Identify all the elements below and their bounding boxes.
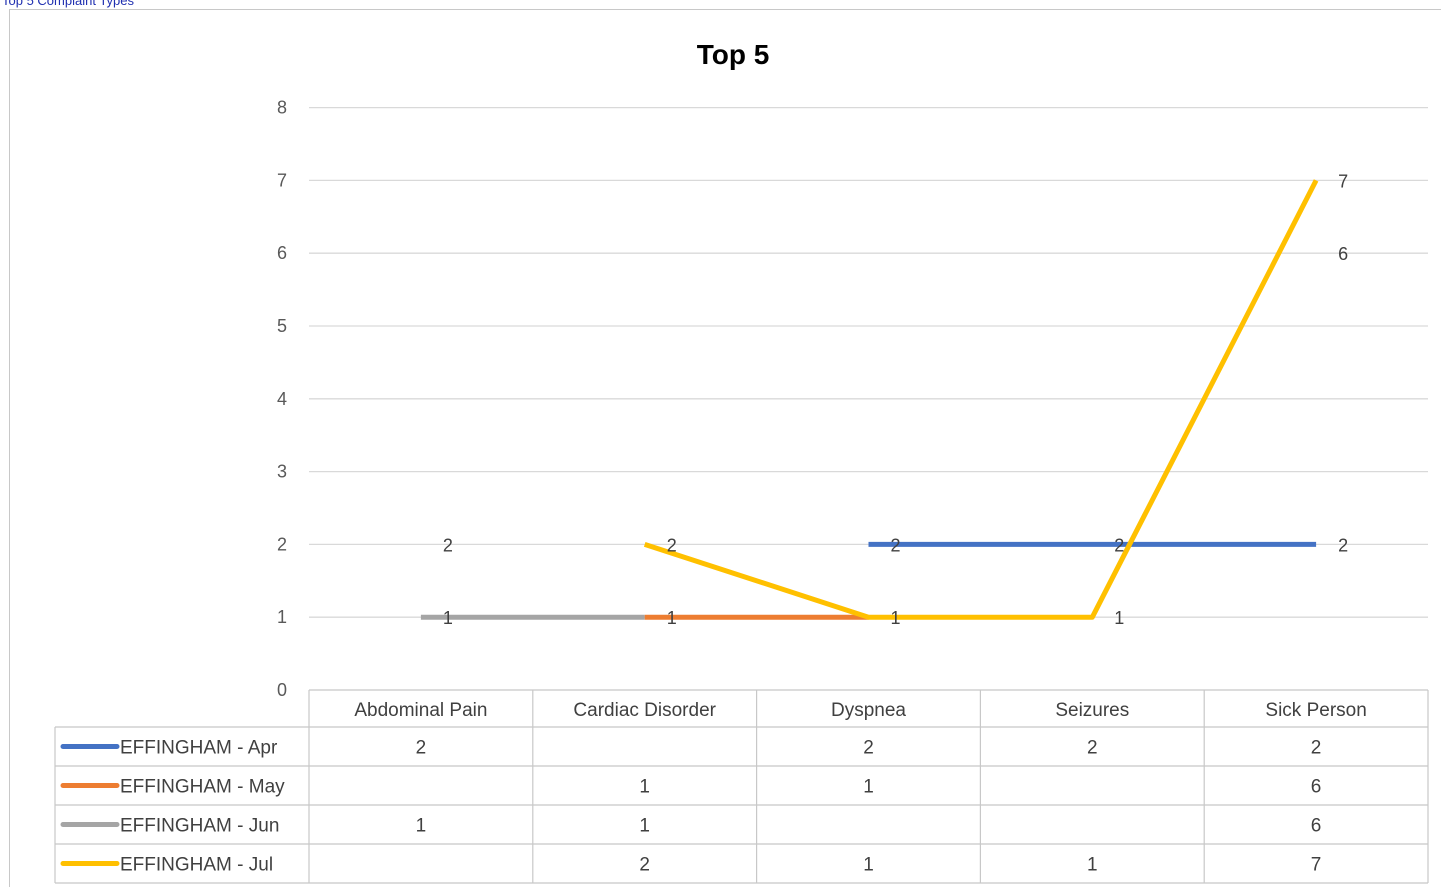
table-cell-value: 2 [639, 855, 650, 876]
x-tick-label: Sick Person [1265, 700, 1366, 721]
table-cell-value: 6 [1311, 816, 1322, 837]
data-label: 1 [443, 608, 453, 628]
y-tick-label: 7 [277, 170, 287, 190]
data-label: 1 [667, 608, 677, 628]
series-line-effingham-jul [643, 179, 1319, 620]
legend-label: EFFINGHAM - May [120, 777, 285, 798]
table-cell-value: 1 [1087, 855, 1098, 876]
legend-label: EFFINGHAM - Jun [120, 816, 279, 837]
y-tick-label: 8 [277, 98, 287, 118]
y-tick-label: 3 [277, 462, 287, 482]
data-label: 2 [443, 535, 453, 555]
data-label: 7 [1338, 171, 1348, 191]
data-label: 2 [890, 535, 900, 555]
table-cell-value: 1 [639, 816, 650, 837]
page-header: Top 5 Complaint Types [0, 0, 1441, 14]
table-cell-value: 2 [1087, 738, 1098, 759]
data-label: 1 [1114, 608, 1124, 628]
legend-label: EFFINGHAM - Apr [120, 738, 278, 759]
y-tick-label: 4 [277, 389, 287, 409]
table-cell-value: 1 [416, 816, 427, 837]
table-cell-value: 2 [416, 738, 427, 759]
page-header-text: Top 5 Complaint Types [2, 0, 134, 8]
data-label: 2 [1114, 535, 1124, 555]
series-lines [420, 179, 1319, 620]
x-tick-label: Dyspnea [831, 700, 906, 721]
legend-label: EFFINGHAM - Jul [120, 855, 273, 876]
gridlines [309, 106, 1428, 618]
table-cell-value: 6 [1311, 777, 1322, 798]
table-cell-value: 1 [863, 777, 874, 798]
table-cell-value: 1 [863, 855, 874, 876]
data-label: 1 [890, 608, 900, 628]
chart-frame [9, 9, 1441, 887]
table-cell-value: 2 [863, 738, 874, 759]
y-tick-label: 2 [277, 534, 287, 554]
y-tick-label: 0 [277, 680, 287, 700]
data-label: 2 [667, 535, 677, 555]
data-labels: 2 1 1 2 2 1 2 1 2 6 7 [443, 171, 1348, 628]
data-label: 2 [1338, 535, 1348, 555]
y-tick-label: 5 [277, 316, 287, 336]
x-tick-label: Cardiac Disorder [573, 700, 716, 721]
chart-title: Top 5 [697, 39, 770, 70]
x-tick-label: Abdominal Pain [354, 700, 487, 721]
y-tick-label: 1 [277, 607, 287, 627]
y-tick-label: 6 [277, 243, 287, 263]
table-cell-value: 2 [1311, 738, 1322, 759]
y-axis: 0 1 2 3 4 5 6 7 8 [277, 98, 287, 700]
data-table: Abdominal Pain Cardiac Disorder Dyspnea Sei… [54, 689, 1429, 884]
table-cell-value: 1 [639, 777, 650, 798]
table-cell-value: 7 [1311, 855, 1322, 876]
x-tick-label: Seizures [1055, 700, 1129, 721]
data-label: 6 [1338, 244, 1348, 264]
